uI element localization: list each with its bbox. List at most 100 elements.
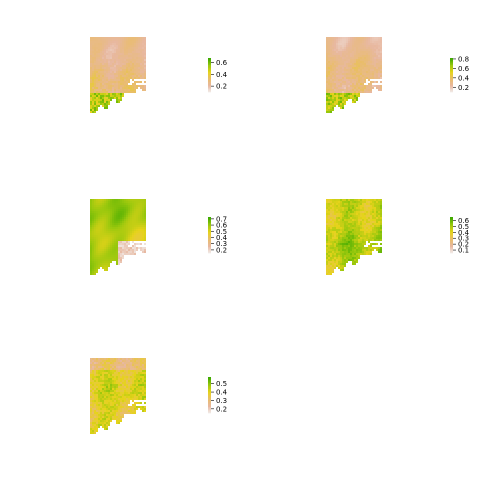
raster-cell bbox=[102, 358, 104, 360]
raster-cell bbox=[118, 215, 120, 217]
raster-cell bbox=[342, 213, 344, 215]
raster-cell bbox=[338, 249, 340, 251]
raster-cell bbox=[328, 51, 330, 53]
colorbar-tick-label: 0.2 bbox=[216, 405, 227, 413]
raster-cell bbox=[348, 49, 350, 51]
raster-cell bbox=[330, 67, 332, 69]
raster-cell bbox=[374, 223, 376, 225]
raster-cell bbox=[116, 249, 118, 251]
raster-cell bbox=[344, 81, 346, 83]
raster-cell bbox=[130, 217, 132, 219]
raster-cell bbox=[360, 51, 362, 53]
raster-cell bbox=[126, 199, 128, 201]
raster-cell bbox=[106, 203, 108, 205]
raster-cell bbox=[370, 207, 372, 209]
raster-cell bbox=[104, 49, 106, 51]
raster-cell bbox=[372, 219, 374, 221]
raster-cell bbox=[114, 225, 116, 227]
raster-cell bbox=[334, 71, 336, 73]
raster-cell bbox=[142, 247, 144, 249]
raster-cell bbox=[374, 211, 376, 213]
raster-cell bbox=[378, 225, 380, 227]
raster-cell bbox=[118, 83, 120, 85]
raster-cell bbox=[104, 402, 106, 404]
raster-cell bbox=[376, 205, 378, 207]
raster-cell bbox=[376, 243, 378, 245]
colorbar-swatch bbox=[208, 386, 211, 388]
raster-cell bbox=[92, 384, 94, 386]
raster-cell bbox=[106, 83, 108, 85]
raster-cell bbox=[90, 207, 92, 209]
raster-cell bbox=[120, 392, 122, 394]
raster-cell bbox=[138, 51, 140, 53]
raster-cell bbox=[120, 243, 122, 245]
raster-cell bbox=[368, 209, 370, 211]
raster-cell bbox=[134, 47, 136, 49]
raster-cell bbox=[90, 358, 92, 360]
raster-cell bbox=[120, 85, 122, 87]
raster-cell bbox=[96, 243, 98, 245]
raster-cell bbox=[330, 89, 332, 91]
raster-cell bbox=[136, 207, 138, 209]
raster-cell bbox=[132, 406, 134, 408]
raster-cell bbox=[362, 43, 364, 45]
raster-cell bbox=[378, 239, 380, 241]
colorbar-swatch bbox=[208, 402, 211, 405]
raster-cell bbox=[110, 51, 112, 53]
raster-cell bbox=[348, 89, 350, 91]
raster-cell bbox=[90, 205, 92, 207]
raster-cell bbox=[328, 273, 330, 275]
raster-cell bbox=[98, 51, 100, 53]
raster-cell bbox=[334, 231, 336, 233]
raster-cell bbox=[134, 398, 136, 400]
raster-cell bbox=[98, 217, 100, 219]
raster-cell bbox=[104, 265, 106, 267]
raster-cell bbox=[356, 85, 358, 87]
raster-cell bbox=[122, 43, 124, 45]
raster-cell bbox=[94, 209, 96, 211]
raster-cell bbox=[132, 39, 134, 41]
raster-cell bbox=[144, 207, 146, 209]
raster-cell bbox=[104, 97, 106, 99]
raster-cell bbox=[332, 83, 334, 85]
raster-cell bbox=[96, 69, 98, 71]
raster-cell bbox=[354, 101, 356, 103]
raster-cell bbox=[92, 366, 94, 368]
raster-cell bbox=[96, 247, 98, 249]
raster-cell bbox=[108, 420, 110, 422]
raster-cell bbox=[372, 75, 374, 77]
raster-cell bbox=[136, 65, 138, 67]
raster-cell bbox=[114, 374, 116, 376]
raster-cell bbox=[128, 59, 130, 61]
raster-cell bbox=[94, 269, 96, 271]
raster-cell bbox=[98, 412, 100, 414]
raster-cell bbox=[132, 233, 134, 235]
raster-cell bbox=[354, 215, 356, 217]
raster-cell bbox=[344, 227, 346, 229]
raster-cell bbox=[94, 382, 96, 384]
raster-cell bbox=[126, 400, 128, 402]
raster-cell bbox=[346, 239, 348, 241]
colorbar-tick-label: 0.4 bbox=[458, 74, 470, 82]
raster-cell bbox=[364, 65, 366, 67]
raster-cell bbox=[340, 81, 342, 83]
raster-cell bbox=[136, 360, 138, 362]
raster-cell bbox=[110, 97, 112, 99]
raster-cell bbox=[378, 235, 380, 237]
raster-cell bbox=[370, 51, 372, 53]
raster-cell bbox=[128, 205, 130, 207]
raster-cell bbox=[116, 412, 118, 414]
raster-cell bbox=[140, 51, 142, 53]
raster-cell bbox=[376, 215, 378, 217]
raster-cell bbox=[134, 408, 136, 410]
raster-cell bbox=[90, 57, 92, 59]
raster-cell bbox=[128, 219, 130, 221]
raster-cell bbox=[106, 400, 108, 402]
raster-cell bbox=[362, 91, 364, 93]
colorbar-swatch bbox=[450, 251, 453, 254]
raster-cell bbox=[340, 225, 342, 227]
raster-cell bbox=[378, 207, 380, 209]
raster-cell bbox=[370, 235, 372, 237]
raster-cell bbox=[372, 223, 374, 225]
raster-cell bbox=[140, 39, 142, 41]
